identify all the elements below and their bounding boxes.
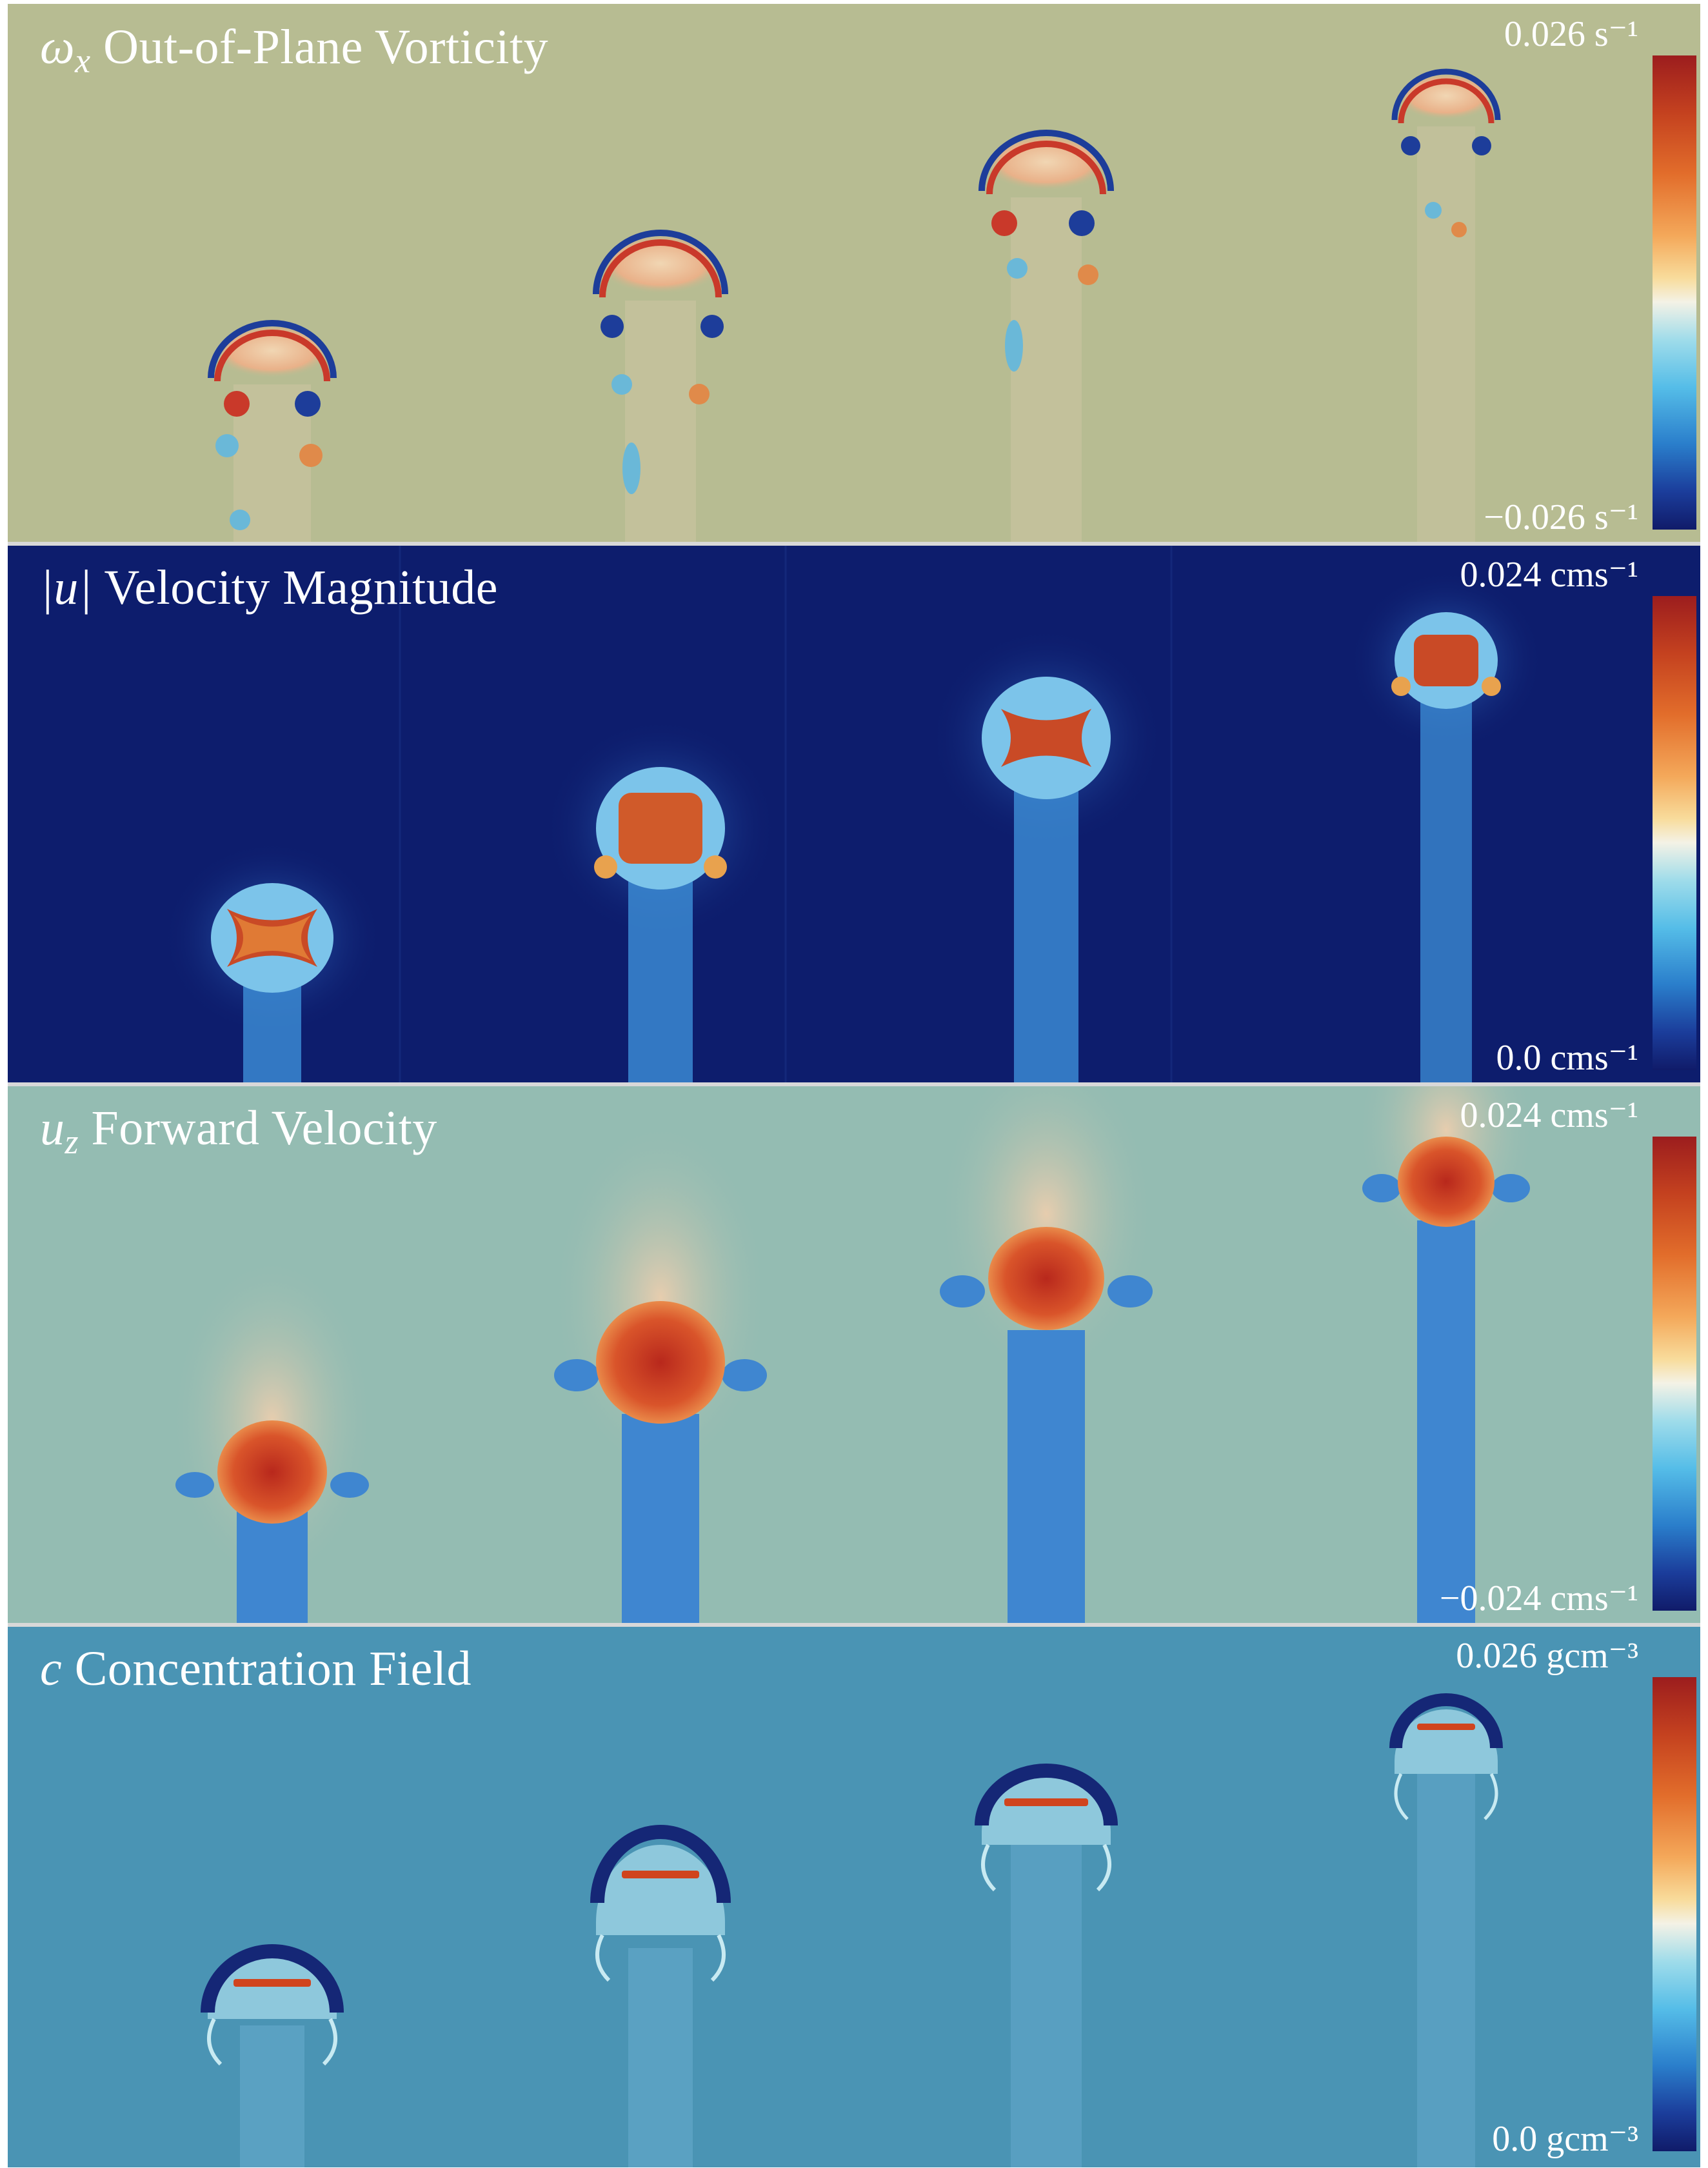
forward-velocity-panel: uz Forward Velocity 0.024 cms⁻¹ −0.024 c…	[8, 1085, 1700, 1627]
vorticity-jellyfish-3	[978, 130, 1114, 546]
concentration-colorbar	[1653, 1677, 1696, 2151]
velocity-jellyfish-4	[1349, 570, 1543, 1086]
concentration-colorbar-min: 0.0 gcm⁻³	[1492, 2119, 1638, 2159]
vorticity-field-image	[208, 68, 1501, 546]
forward-jellyfish-4	[1356, 1085, 1536, 1627]
vorticity-panel: ωx Out-of-Plane Vorticity 0.026 s⁻¹ −0.0…	[8, 4, 1700, 546]
velocity-magnitude-colorbar-min: 0.0 cms⁻¹	[1496, 1038, 1638, 1078]
vorticity-subscript: x	[75, 41, 91, 80]
forward-velocity-colorbar-max: 0.024 cms⁻¹	[1460, 1095, 1638, 1135]
concentration-jellyfish-4	[1389, 1693, 1503, 2167]
velocity-magnitude-panel: |u| Velocity Magnitude 0.024 cms⁻¹ 0.0 c…	[8, 544, 1700, 1086]
concentration-jellyfish-1	[201, 1944, 344, 2167]
concentration-jellyfish-3	[975, 1764, 1118, 2167]
concentration-symbol: c	[40, 1642, 63, 1696]
velocity-jellyfish-2	[544, 719, 777, 1086]
concentration-colorbar-max: 0.026 gcm⁻³	[1456, 1636, 1638, 1676]
forward-velocity-title-text: Forward Velocity	[91, 1101, 437, 1155]
velocity-magnitude-title: |u| Velocity Magnitude	[40, 560, 498, 616]
forward-jellyfish-1	[169, 1253, 375, 1627]
panel-divider	[8, 542, 1700, 546]
vorticity-colorbar-max: 0.026 s⁻¹	[1504, 14, 1638, 54]
vorticity-jellyfish-1	[208, 320, 337, 546]
velocity-magnitude-symbol: |u|	[40, 561, 93, 615]
panel-divider	[8, 1623, 1700, 1627]
vorticity-jellyfish-2	[593, 230, 728, 546]
velocity-magnitude-title-text: Velocity Magnitude	[104, 561, 498, 615]
forward-jellyfish-2	[551, 1117, 770, 1627]
velocity-jellyfish-3	[930, 628, 1162, 1086]
vorticity-title: ωx Out-of-Plane Vorticity	[40, 19, 548, 81]
concentration-title: c Concentration Field	[40, 1641, 472, 1697]
velocity-magnitude-colorbar	[1653, 596, 1696, 1070]
vorticity-colorbar-min: −0.026 s⁻¹	[1484, 497, 1638, 537]
forward-velocity-title: uz Forward Velocity	[40, 1100, 437, 1162]
forward-velocity-symbol: u	[40, 1101, 65, 1155]
vorticity-symbol: ω	[40, 20, 75, 74]
vorticity-title-text: Out-of-Plane Vorticity	[103, 20, 549, 74]
forward-velocity-subscript: z	[65, 1122, 79, 1161]
forward-velocity-field-image	[169, 1085, 1536, 1627]
concentration-jellyfish-2	[590, 1825, 731, 2167]
vorticity-colorbar	[1653, 55, 1696, 530]
velocity-magnitude-field-image	[163, 544, 1543, 1086]
concentration-panel: c Concentration Field 0.026 gcm⁻³ 0.0 gc…	[8, 1626, 1700, 2167]
vorticity-jellyfish-4	[1391, 68, 1501, 546]
concentration-field-image	[201, 1693, 1503, 2167]
forward-jellyfish-3	[937, 1085, 1156, 1627]
panel-divider	[8, 1082, 1700, 1086]
velocity-jellyfish-1	[163, 841, 382, 1086]
forward-velocity-colorbar-min: −0.024 cms⁻¹	[1439, 1578, 1638, 1618]
concentration-title-text: Concentration Field	[74, 1642, 472, 1696]
velocity-magnitude-colorbar-max: 0.024 cms⁻¹	[1460, 555, 1638, 595]
forward-velocity-colorbar	[1653, 1137, 1696, 1611]
